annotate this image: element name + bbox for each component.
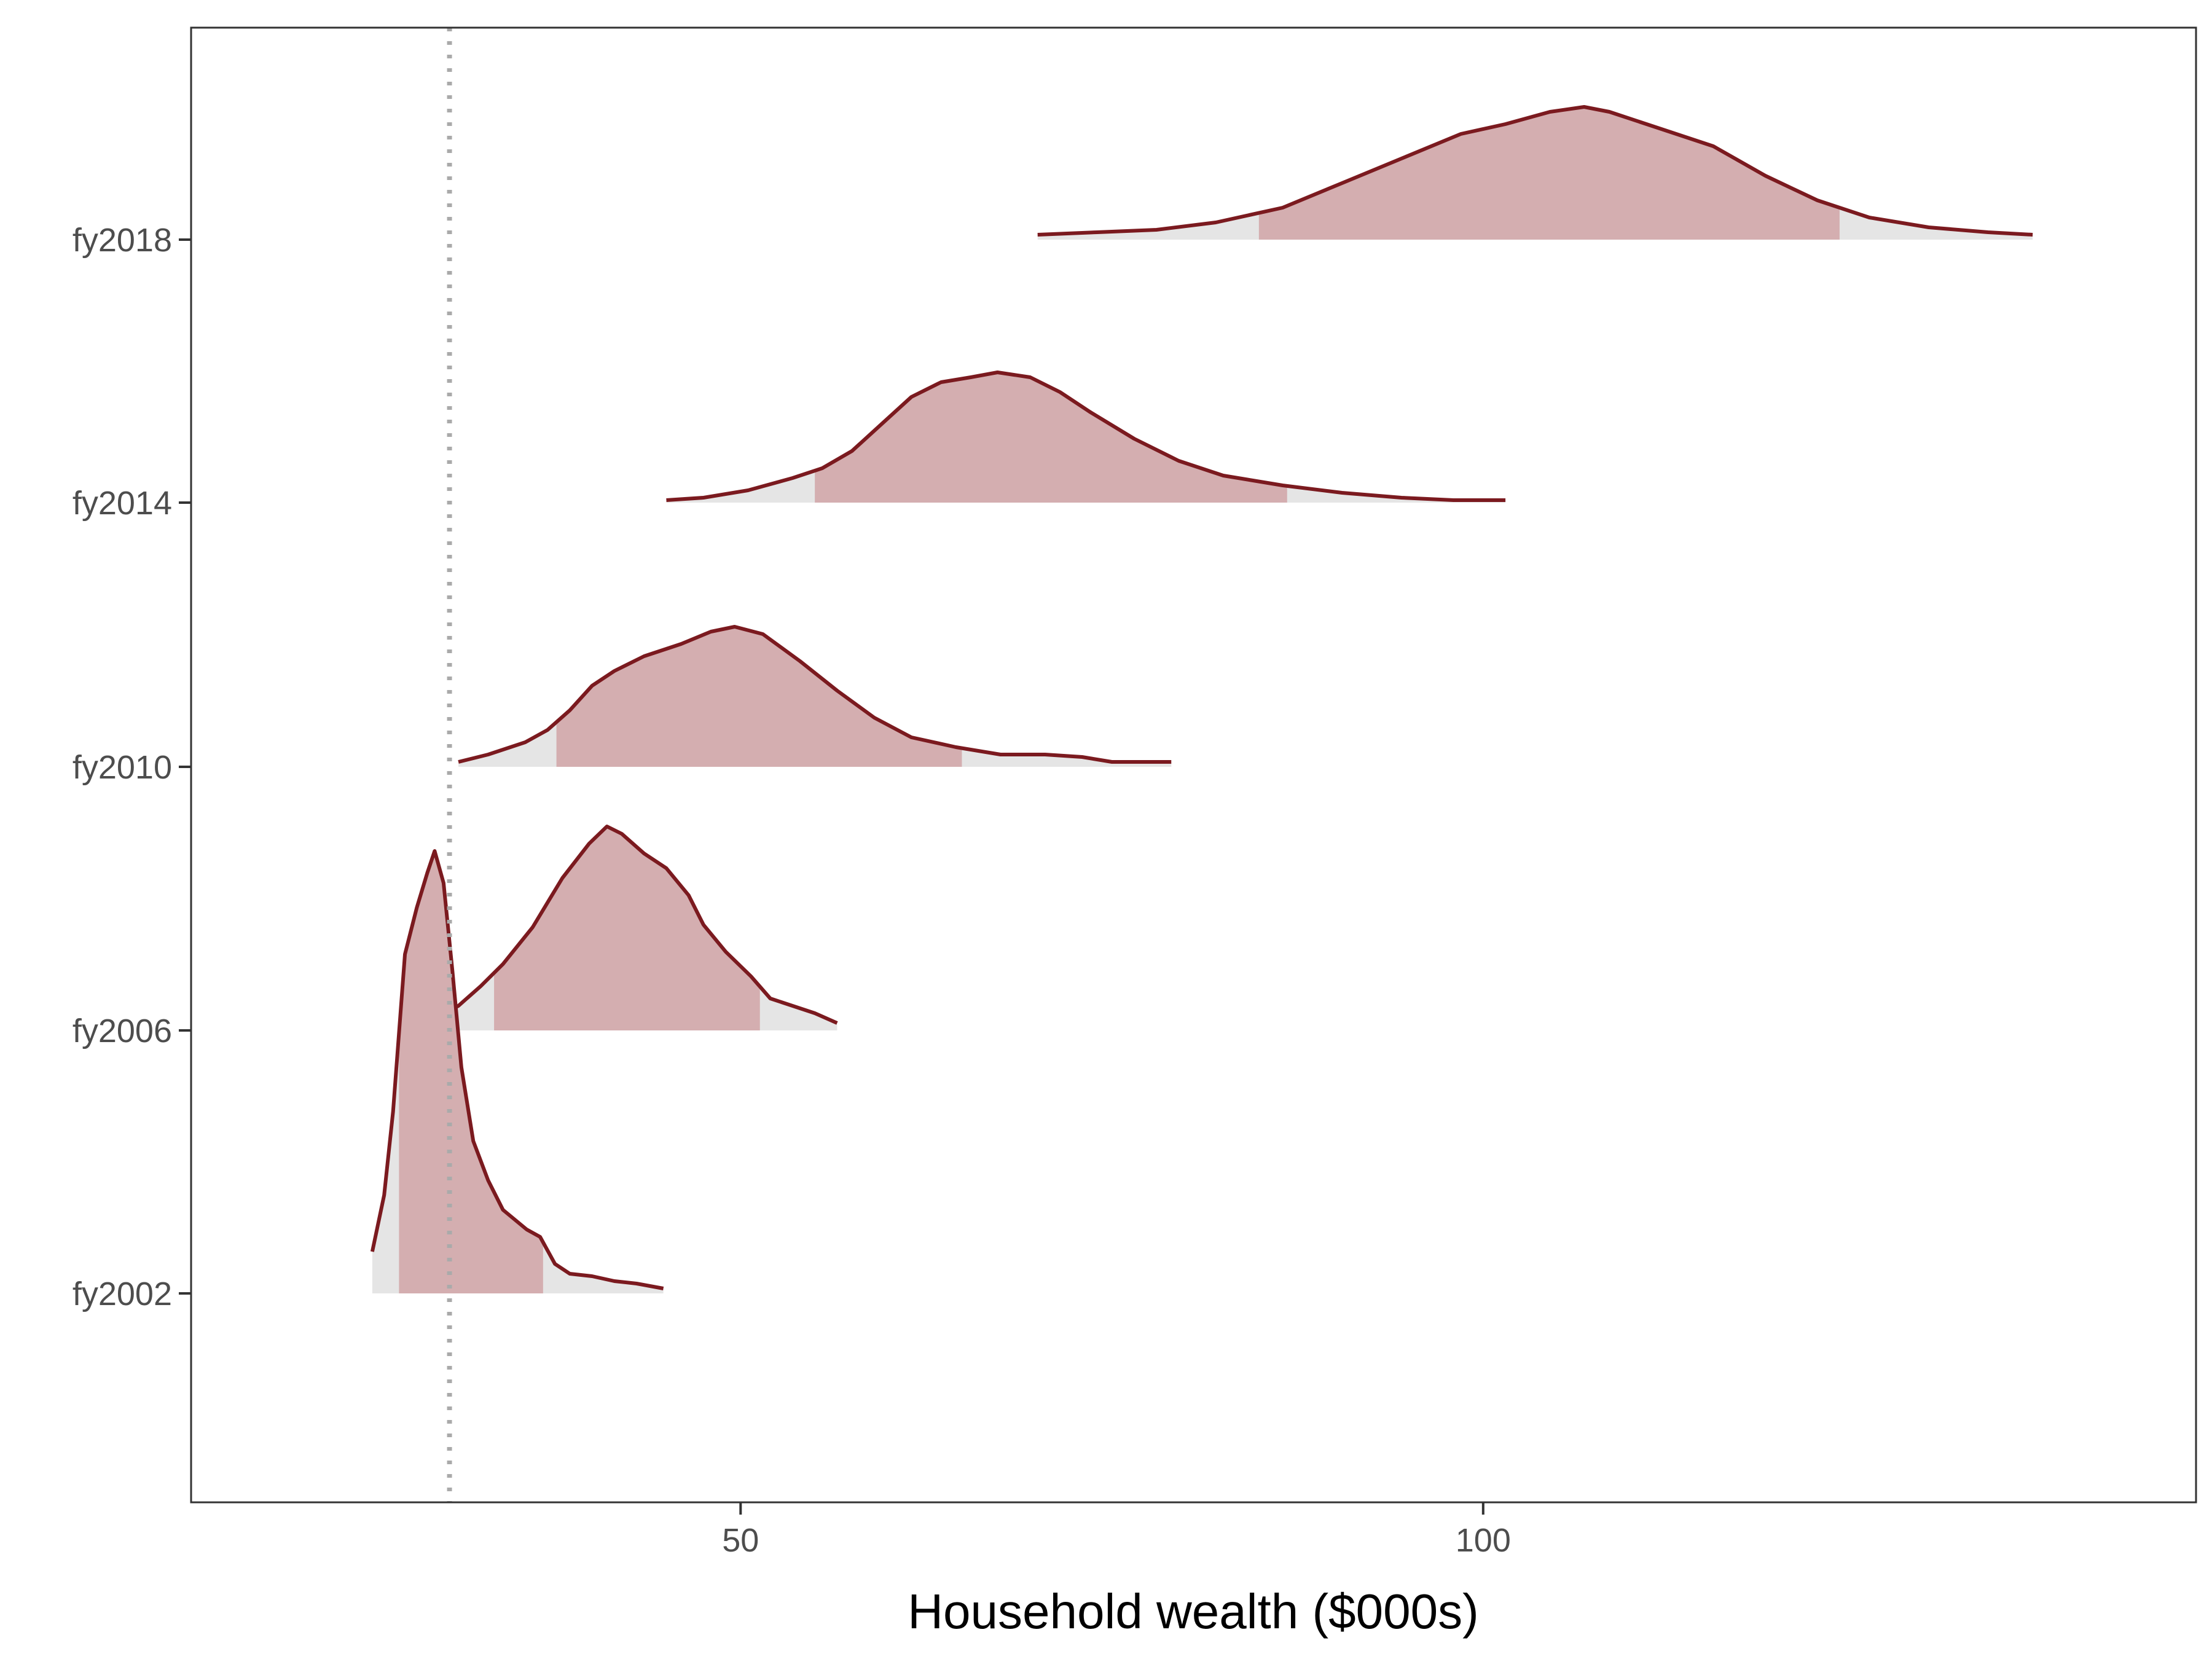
ridge-interval-band — [556, 627, 962, 767]
x-axis: 50 100 — [722, 1502, 1511, 1559]
ridge-density-line — [370, 849, 664, 1290]
y-tick-label: fy2014 — [73, 485, 172, 522]
y-axis: fy2002 fy2006 fy2010 fy2014 fy2018 — [73, 222, 191, 1312]
x-axis-title: Household wealth ($000s) — [908, 1584, 1478, 1639]
plot-panel-border — [190, 26, 2197, 1504]
ridge-density-line — [458, 625, 1172, 764]
x-tick-label: 100 — [1456, 1522, 1511, 1559]
y-tick-label: fy2010 — [73, 749, 172, 786]
y-tick-label: fy2018 — [73, 222, 172, 259]
ridge-fy2010 — [458, 625, 1172, 767]
ridge-interval-band — [399, 851, 543, 1293]
x-tick-label: 50 — [722, 1522, 759, 1559]
ridge-density-line — [398, 825, 838, 1027]
ridge-interval-band — [815, 372, 1287, 503]
ridge-fy2014 — [666, 371, 1506, 503]
y-tick-label: fy2002 — [73, 1276, 172, 1312]
ridges-layer — [370, 105, 2033, 1293]
ridge-interval-band — [494, 826, 760, 1030]
ridge-fy2018 — [1037, 105, 2033, 240]
ridge-fy2002 — [370, 849, 664, 1293]
ridge-density-line — [1037, 105, 2033, 237]
ridge-density-line — [666, 371, 1506, 502]
ridge-fy2006 — [398, 825, 838, 1030]
y-tick-label: fy2006 — [73, 1013, 172, 1049]
